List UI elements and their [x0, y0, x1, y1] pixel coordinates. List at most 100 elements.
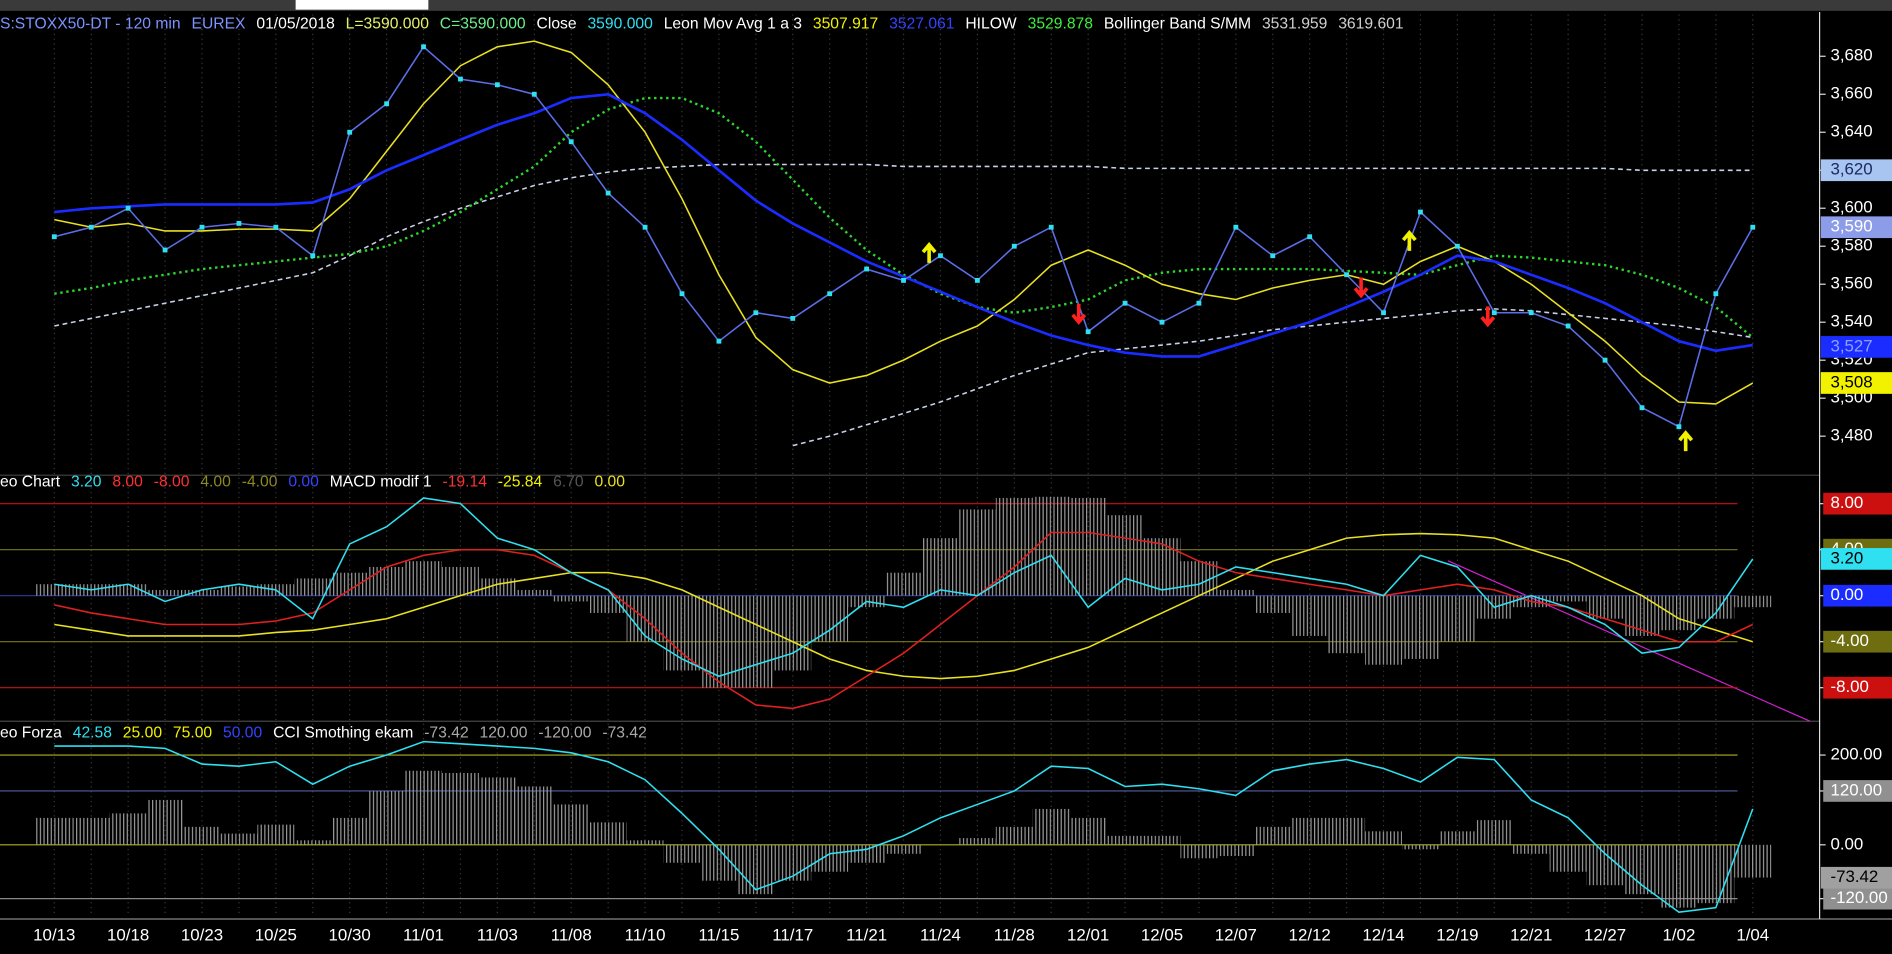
- histogram-bar: [1401, 595, 1439, 659]
- tick-box: [1823, 492, 1892, 515]
- price-point: [1565, 323, 1571, 329]
- histogram-bar: [1365, 831, 1402, 845]
- legend-text: -25.84: [498, 474, 543, 491]
- histogram-bar: [1365, 595, 1402, 665]
- histogram-bar: [626, 840, 664, 845]
- value-marker: [1820, 548, 1892, 570]
- legend-text: 3.20: [71, 474, 102, 491]
- histogram-bar: [368, 566, 406, 596]
- legend-text: Leon Mov Avg 1 a 3: [664, 15, 803, 32]
- x-tick-label: 11/03: [477, 925, 518, 944]
- histogram-bar: [1291, 817, 1329, 845]
- price-point: [864, 266, 870, 272]
- histogram-bar: [35, 817, 73, 845]
- legend-text: EUREX: [191, 15, 246, 32]
- price-point: [1381, 310, 1386, 316]
- histogram-bar: [589, 595, 627, 613]
- series-line: [54, 531, 1754, 710]
- histogram-bar: [1734, 595, 1772, 608]
- price-point: [125, 205, 131, 211]
- toolbar-field[interactable]: [295, 0, 429, 10]
- histogram-bar: [737, 844, 775, 895]
- histogram-bar: [1217, 844, 1255, 857]
- histogram-bar: [405, 770, 442, 845]
- price-point: [679, 291, 685, 297]
- y-tick-label: 3,660: [1830, 84, 1872, 103]
- legend-text: L=3590.000: [346, 15, 430, 32]
- histogram-bar: [1549, 844, 1587, 872]
- value-marker-label: 3,527: [1830, 336, 1872, 355]
- price-point: [1454, 243, 1460, 249]
- price-point: [1344, 272, 1350, 278]
- histogram-bar: [1328, 595, 1366, 654]
- price-point: [310, 253, 316, 259]
- value-marker-label: -73.42: [1830, 867, 1878, 886]
- price-point: [1270, 253, 1276, 259]
- legend-text: -73.42: [602, 724, 646, 741]
- histogram-bar: [368, 790, 406, 845]
- price-point: [1048, 224, 1054, 230]
- histogram-bar: [1254, 826, 1292, 845]
- histogram-bar: [1549, 595, 1587, 602]
- buy-arrow: [921, 242, 937, 263]
- tick-box: [1823, 887, 1892, 910]
- price-point: [1602, 357, 1608, 363]
- y-tick-label: -4.00: [1830, 631, 1868, 650]
- price-point: [236, 221, 242, 226]
- histogram-bar: [109, 584, 147, 596]
- y-tick-label: -8.00: [1830, 677, 1868, 696]
- value-marker: [1820, 216, 1892, 239]
- price-point: [88, 224, 94, 230]
- price-point: [494, 82, 500, 88]
- price-point: [568, 139, 574, 145]
- series-line: [54, 532, 1753, 680]
- tick-box: [1823, 676, 1892, 699]
- histogram-bar: [1069, 497, 1107, 596]
- x-tick-label: 11/01: [403, 925, 444, 944]
- histogram-bar: [1512, 844, 1550, 854]
- legend-text: 3590.000: [587, 15, 653, 32]
- legend-text: eo Chart: [0, 474, 61, 491]
- x-tick-label: 12/01: [1067, 925, 1109, 944]
- x-tick-label: 12/21: [1510, 925, 1552, 944]
- histogram-bar: [183, 826, 221, 845]
- price-point: [1196, 300, 1202, 306]
- legend-text: 120.00: [480, 724, 528, 741]
- x-tick-label: 11/21: [846, 925, 887, 944]
- x-tick-label: 12/27: [1584, 925, 1626, 944]
- histogram-bar: [1401, 844, 1439, 850]
- histogram-bar: [1438, 595, 1476, 642]
- toolbar[interactable]: [0, 0, 1892, 11]
- price-point: [1159, 319, 1165, 325]
- series-line: [54, 40, 1754, 405]
- histogram-bar: [1697, 595, 1735, 619]
- y-tick-label: 0.00: [1830, 585, 1863, 604]
- histogram-bar: [1106, 515, 1144, 596]
- tick-box: [1823, 630, 1892, 653]
- value-marker-label: 3.20: [1830, 548, 1863, 567]
- histogram-bar: [552, 595, 590, 602]
- x-tick-label: 12/14: [1362, 925, 1404, 944]
- histogram-bar: [183, 589, 221, 596]
- x-tick-label: 11/17: [772, 925, 813, 944]
- histogram-bar: [441, 566, 479, 596]
- legend-text: -19.14: [442, 474, 487, 491]
- price-point: [1639, 405, 1645, 411]
- y-tick-label: 3,640: [1830, 122, 1872, 141]
- x-tick-label: 11/28: [994, 925, 1035, 944]
- legend-text: 42.58: [73, 724, 113, 741]
- legend-text: 3619.601: [1338, 15, 1403, 32]
- histogram-bar: [515, 786, 553, 845]
- series-line: [54, 497, 1754, 678]
- value-marker-label: 3,590: [1830, 217, 1872, 236]
- price-point: [273, 224, 279, 230]
- legend-text: MACD modif 1: [330, 474, 432, 491]
- price-point: [753, 310, 759, 316]
- legend-text: C=3590.000: [440, 15, 526, 32]
- histogram-bar: [220, 586, 258, 596]
- legend-text: 3529.878: [1028, 15, 1094, 32]
- histogram-bar: [700, 595, 738, 688]
- histogram-bar: [1069, 817, 1107, 845]
